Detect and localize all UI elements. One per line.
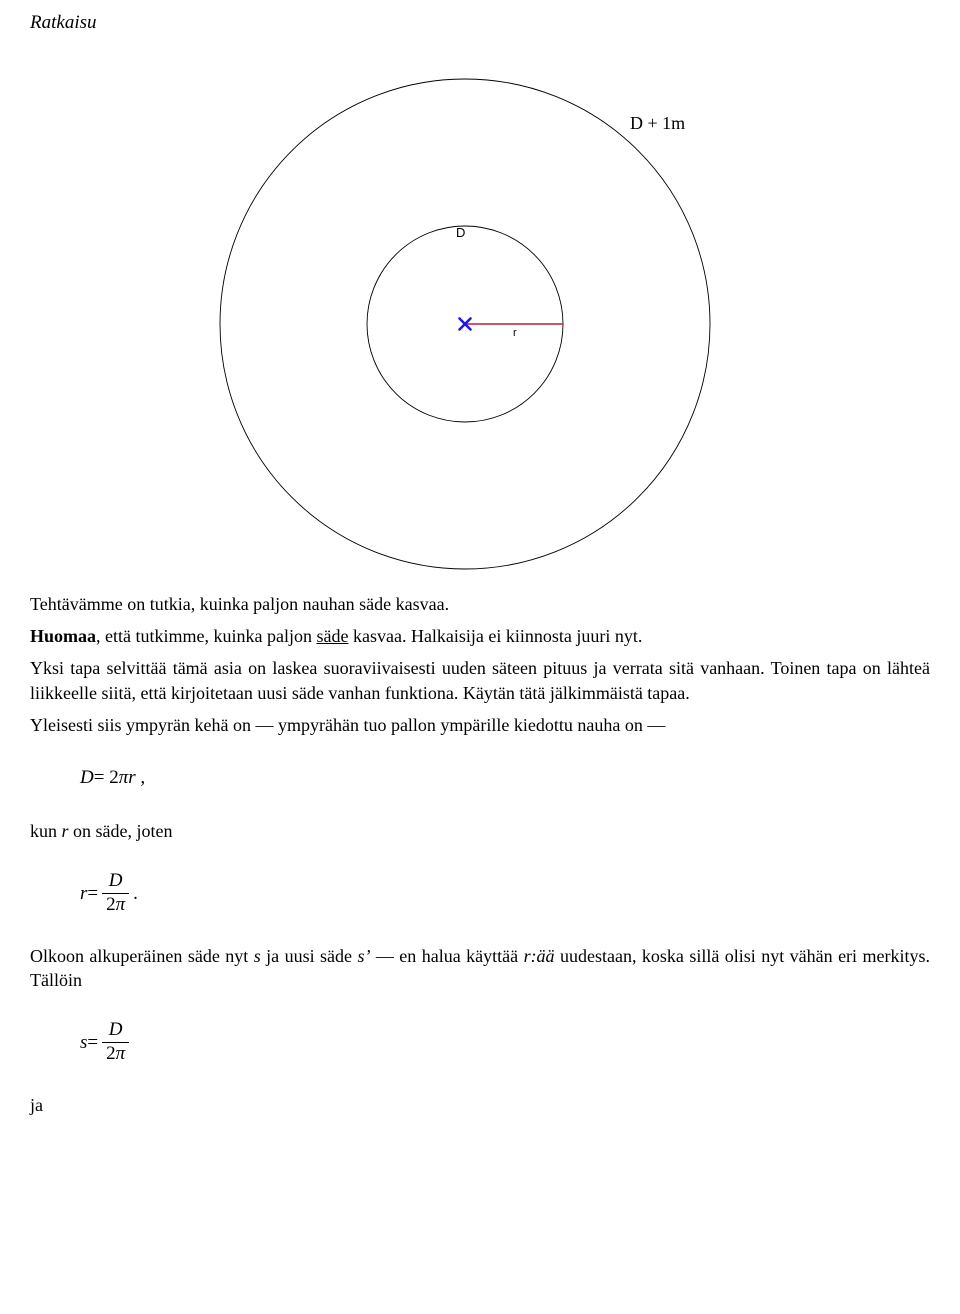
formula-d-2pir: D = 2 π r ,: [80, 765, 930, 791]
variable-raa: r:ää: [524, 946, 555, 966]
section-heading: Ratkaisu: [30, 10, 930, 36]
variable-s: s: [254, 946, 261, 966]
paragraph-1: Tehtävämme on tutkia, kuinka paljon nauh…: [30, 592, 930, 616]
fraction-denominator: 2π: [102, 895, 129, 916]
fraction: D 2π: [102, 1020, 129, 1065]
formula-r-eq-d-2pi: r = D 2π .: [80, 871, 930, 916]
formula-lhs: s: [80, 1030, 87, 1056]
fraction-numerator: D: [105, 871, 127, 892]
text: kasvaa. Halkaisija ei kiinnosta juuri ny…: [348, 626, 642, 646]
formula-end: .: [133, 881, 138, 907]
text: ― en halua käyttää: [370, 946, 523, 966]
huomaa-bold: Huomaa: [30, 626, 96, 646]
formula-s-eq-d-2pi: s = D 2π: [80, 1020, 930, 1065]
svg-text:D: D: [456, 225, 465, 240]
formula-text: = 2: [94, 765, 119, 791]
variable-r: r: [62, 821, 69, 841]
svg-text:r: r: [513, 327, 517, 339]
formula-text: r ,: [128, 765, 145, 791]
text: ja uusi säde: [261, 946, 358, 966]
pi: π: [116, 1043, 126, 1064]
paragraph-4: Yleisesti siis ympyrän kehä on ― ympyräh…: [30, 713, 930, 737]
paragraph-5: kun r on säde, joten: [30, 819, 930, 843]
pi: π: [116, 894, 126, 915]
formula-eq: =: [87, 1030, 98, 1056]
formula-text: π: [119, 765, 129, 791]
fraction-numerator: D: [105, 1020, 127, 1041]
formula-lhs: r: [80, 881, 87, 907]
variable-s-prime: s’: [357, 946, 370, 966]
text: 2: [106, 894, 116, 915]
paragraph-3: Yksi tapa selvittää tämä asia on laskea …: [30, 656, 930, 705]
sade-underline: säde: [316, 626, 348, 646]
svg-text:D + 1m: D + 1m: [630, 113, 685, 133]
page: Ratkaisu D + 1m Dr Tehtävämme on tutkia, …: [0, 0, 960, 1166]
diagram-container: D + 1m Dr: [30, 44, 930, 574]
text: Olkoon alkuperäinen säde nyt: [30, 946, 254, 966]
text: , että tutkimme, kuinka paljon: [96, 626, 316, 646]
fraction: D 2π: [102, 871, 129, 916]
paragraph-7: ja: [30, 1093, 930, 1117]
text: 2: [106, 1043, 116, 1064]
paragraph-6: Olkoon alkuperäinen säde nyt s ja uusi s…: [30, 944, 930, 993]
text: on säde, joten: [69, 821, 173, 841]
fraction-denominator: 2π: [102, 1044, 129, 1065]
circles-diagram: D + 1m Dr: [200, 44, 760, 574]
formula-eq: =: [87, 881, 98, 907]
text: kun: [30, 821, 62, 841]
paragraph-2: Huomaa, että tutkimme, kuinka paljon säd…: [30, 624, 930, 648]
formula-text: D: [80, 765, 94, 791]
